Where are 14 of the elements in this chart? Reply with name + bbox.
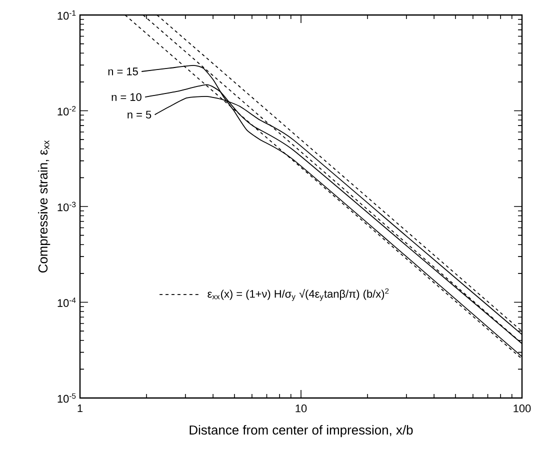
x-axis-title: Distance from center of impression, x/b <box>190 425 413 438</box>
y-tick-label: 10$^{-4}$ <box>58 298 76 307</box>
x-tick-label: 10 <box>296 404 307 412</box>
y-tick-label: 10$^{-1}$ <box>58 10 76 20</box>
y-tick-label: 10$^{-2}$ <box>58 106 76 116</box>
y-axis-title: Compressive strain, ε$_{xx}$ <box>38 140 50 273</box>
y-tick-label: 10$^{-5}$ <box>58 393 76 403</box>
x-tick-label: 100 <box>514 404 531 412</box>
annotation: n = 10 <box>112 93 142 101</box>
x-tick-label: 1 <box>78 404 83 412</box>
y-tick-label: 10$^{-3}$ <box>58 202 76 212</box>
legend-label: ε$_{xx}$(x) = (1+ν) H/σ$_{y}$ √(4ε$_{y}$tanβ/π) (b/x)$^{2}$ <box>208 288 389 301</box>
annotation: n = 15 <box>108 68 138 76</box>
annotation: n = 5 <box>128 110 152 118</box>
